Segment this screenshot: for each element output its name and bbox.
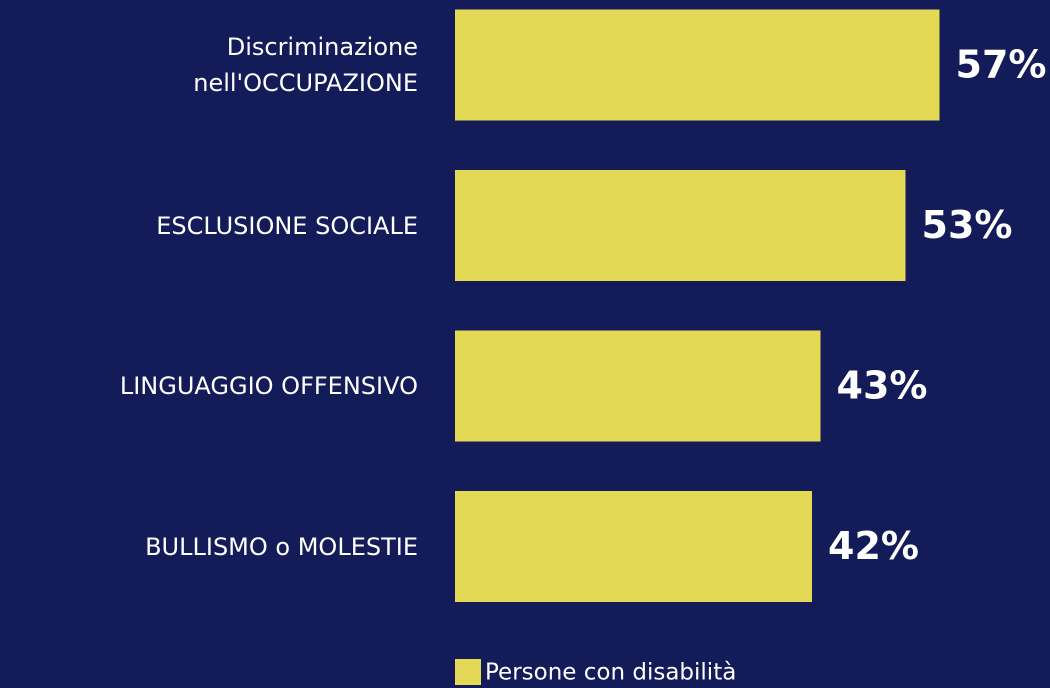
value-label: 43%: [837, 364, 928, 408]
bar: [455, 9, 940, 121]
legend-label: Persone con disabilità: [485, 660, 736, 686]
value-label: 53%: [922, 203, 1013, 247]
category-label: Discriminazione nell'OCCUPAZIONE: [193, 33, 418, 97]
value-label: 42%: [828, 524, 919, 568]
category-label: BULLISMO o MOLESTIE: [145, 532, 418, 561]
category-label: ESCLUSIONE SOCIALE: [156, 211, 418, 240]
legend-swatch: [455, 659, 481, 685]
bar: [455, 170, 906, 281]
bar: [455, 491, 812, 602]
bar: [455, 330, 821, 442]
value-label: 57%: [956, 43, 1047, 87]
category-label: LINGUAGGIO OFFENSIVO: [119, 372, 418, 400]
